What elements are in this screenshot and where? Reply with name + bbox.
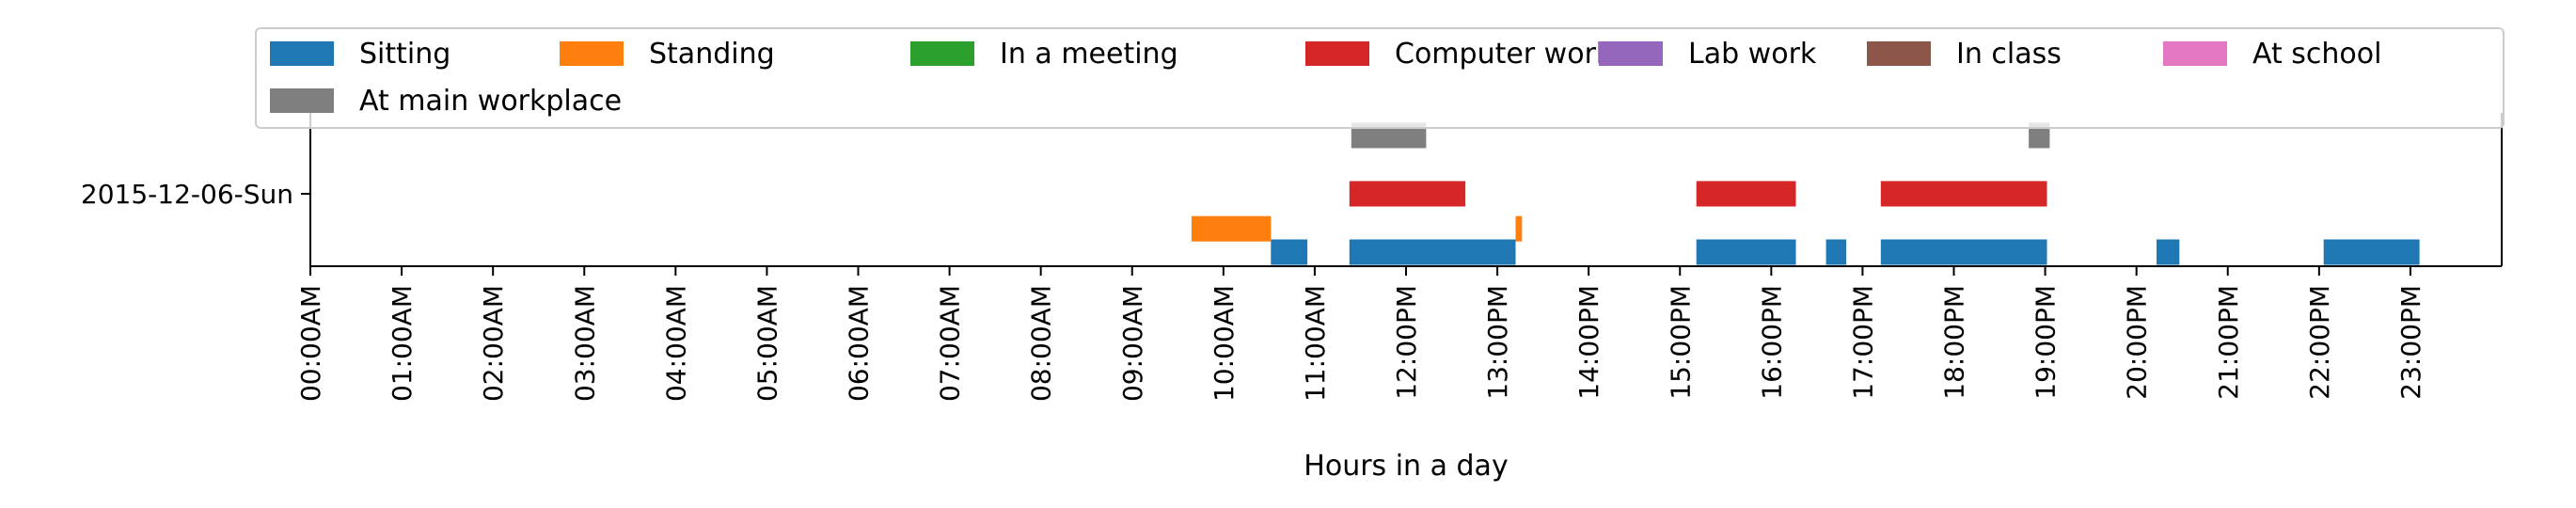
x-tick-label: 00:00AM	[295, 285, 326, 402]
legend-swatch-in-a-meeting	[910, 41, 974, 66]
legend-label-standing: Standing	[649, 38, 775, 71]
x-tick-label: 11:00AM	[1300, 285, 1331, 402]
x-tick-label: 14:00PM	[1573, 285, 1604, 400]
bar-sitting-1	[1349, 239, 1516, 265]
x-tick-label: 12:00PM	[1391, 285, 1422, 400]
bar-computer-work-1	[1696, 181, 1796, 207]
y-axis-ticks: 2015-12-06-Sun	[81, 179, 310, 210]
bar-standing-1	[1515, 215, 1523, 242]
legend-label-in-a-meeting: In a meeting	[1000, 38, 1178, 71]
bar-sitting-2	[1696, 239, 1796, 265]
bar-sitting-4	[1880, 239, 2047, 265]
legend-label-at-main-workplace: At main workplace	[359, 85, 622, 118]
y-tick-label: 2015-12-06-Sun	[81, 179, 293, 210]
x-tick-label: 10:00AM	[1209, 285, 1240, 402]
x-tick-label: 04:00AM	[660, 285, 691, 402]
legend-label-sitting: Sitting	[359, 38, 450, 71]
legend-swatch-at-main-workplace	[270, 88, 334, 113]
x-tick-label: 06:00AM	[844, 285, 875, 402]
bar-sitting-5	[2157, 239, 2180, 265]
legend-label-in-class: In class	[1956, 38, 2062, 71]
x-tick-label: 18:00PM	[1939, 285, 1970, 400]
bar-sitting-0	[1271, 239, 1308, 265]
legend-swatch-lab-work	[1599, 41, 1663, 66]
activity-bars	[1191, 122, 2420, 265]
x-tick-label: 15:00PM	[1665, 285, 1696, 400]
x-tick-label: 20:00PM	[2122, 285, 2153, 400]
bar-standing-0	[1191, 215, 1272, 242]
x-tick-label: 16:00PM	[1756, 285, 1787, 400]
legend-label-lab-work: Lab work	[1688, 38, 1817, 71]
bar-sitting-6	[2323, 239, 2420, 265]
legend-swatch-standing	[560, 41, 624, 66]
legend-swatch-computer-work	[1305, 41, 1369, 66]
bar-computer-work-0	[1349, 181, 1466, 207]
x-tick-label: 21:00PM	[2213, 285, 2244, 400]
x-tick-label: 08:00AM	[1026, 285, 1057, 402]
legend-label-computer-work: Computer work	[1395, 38, 1613, 71]
x-tick-label: 09:00AM	[1117, 285, 1148, 402]
bar-computer-work-2	[1880, 181, 2047, 207]
x-axis-label: Hours in a day	[1304, 450, 1508, 483]
legend-swatch-sitting	[270, 41, 334, 66]
x-tick-label: 02:00AM	[478, 285, 509, 402]
x-tick-label: 03:00AM	[569, 285, 600, 402]
x-tick-label: 17:00PM	[1847, 285, 1878, 400]
x-tick-label: 05:00AM	[751, 285, 782, 402]
legend-label-at-school: At school	[2252, 38, 2381, 71]
x-tick-label: 23:00PM	[2395, 285, 2426, 400]
x-tick-label: 07:00AM	[935, 285, 966, 402]
legend-swatch-in-class	[1867, 41, 1931, 66]
x-tick-label: 22:00PM	[2304, 285, 2335, 400]
legend: Sitting Standing In a meeting Computer work…	[255, 27, 2505, 129]
legend-frame	[255, 27, 2505, 129]
bar-at-main-workplace-1	[2029, 122, 2050, 149]
x-axis-ticks: 00:00AM 01:00AM 02:00AM 03:00AM 04:00AM 05:00…	[295, 266, 2426, 402]
x-tick-label: 19:00PM	[2031, 285, 2062, 400]
x-tick-label: 13:00PM	[1482, 285, 1513, 400]
legend-swatch-at-school	[2163, 41, 2227, 66]
bar-sitting-3	[1825, 239, 1846, 265]
x-tick-label: 01:00AM	[387, 285, 418, 402]
